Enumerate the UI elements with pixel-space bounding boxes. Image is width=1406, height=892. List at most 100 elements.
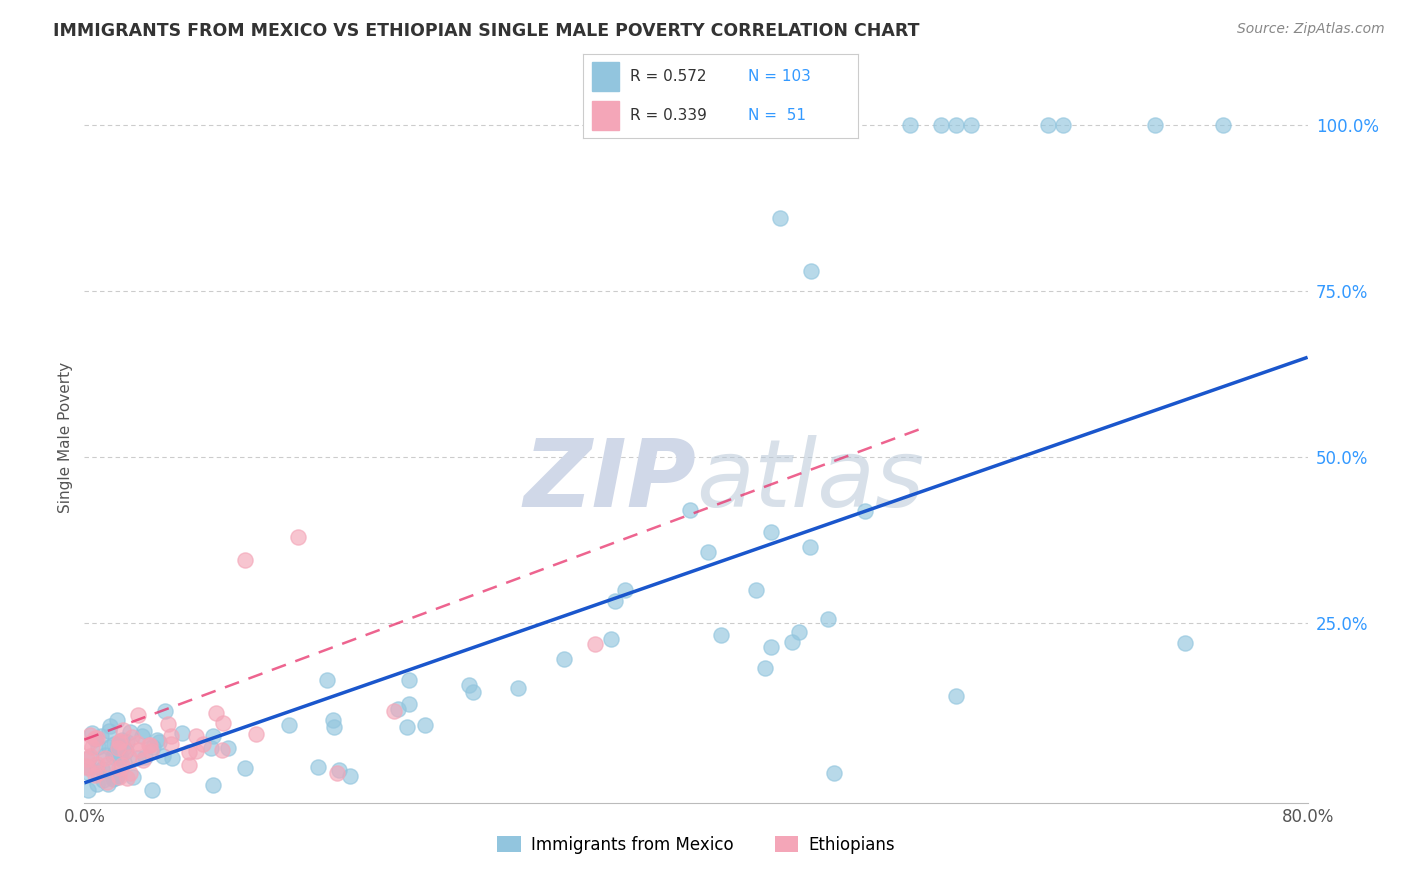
Point <box>76 764 98 779</box>
Point <box>201 729 224 743</box>
Point <box>112 740 135 755</box>
Point <box>853 504 876 518</box>
Point <box>110 732 132 747</box>
Point <box>170 726 193 740</box>
Point <box>101 748 124 763</box>
Point <box>112 723 135 738</box>
Point <box>179 758 201 772</box>
Text: N =  51: N = 51 <box>748 108 806 123</box>
Point <box>212 715 235 730</box>
Point <box>79 748 101 763</box>
Point <box>105 769 128 783</box>
Point <box>87 740 110 755</box>
Point <box>754 660 776 674</box>
Point <box>322 720 344 734</box>
Point <box>679 503 702 517</box>
Point <box>184 744 207 758</box>
Point <box>114 744 136 758</box>
Point <box>108 734 131 748</box>
Point <box>398 673 420 687</box>
Y-axis label: Single Male Poverty: Single Male Poverty <box>58 361 73 513</box>
Point <box>156 716 179 731</box>
Text: R = 0.572: R = 0.572 <box>630 69 707 84</box>
Point <box>159 737 181 751</box>
Point <box>117 749 139 764</box>
Point <box>110 736 132 750</box>
Point <box>395 720 418 734</box>
Point <box>77 760 100 774</box>
Point <box>277 718 299 732</box>
Point <box>90 762 112 776</box>
Text: N = 103: N = 103 <box>748 69 811 84</box>
Point <box>90 730 112 744</box>
Point <box>945 690 967 704</box>
Point <box>201 778 224 792</box>
Point <box>98 723 121 738</box>
Point <box>125 736 148 750</box>
Point <box>75 758 97 772</box>
Point <box>127 708 149 723</box>
Point <box>205 706 228 721</box>
Point <box>160 751 183 765</box>
Point <box>77 761 100 775</box>
Point <box>769 211 792 225</box>
Text: IMMIGRANTS FROM MEXICO VS ETHIOPIAN SINGLE MALE POVERTY CORRELATION CHART: IMMIGRANTS FROM MEXICO VS ETHIOPIAN SING… <box>53 22 920 40</box>
Point <box>325 765 347 780</box>
Point <box>148 735 170 749</box>
Point <box>96 774 118 789</box>
Point <box>132 723 155 738</box>
Point <box>233 761 256 775</box>
Point <box>108 750 131 764</box>
Point <box>945 118 967 132</box>
Point <box>97 757 120 772</box>
Point <box>415 718 437 732</box>
Point <box>98 739 121 754</box>
Point <box>328 763 350 777</box>
Point <box>710 627 733 641</box>
Text: Source: ZipAtlas.com: Source: ZipAtlas.com <box>1237 22 1385 37</box>
Point <box>87 766 110 780</box>
Point <box>603 594 626 608</box>
Point <box>138 738 160 752</box>
Point <box>398 698 420 712</box>
Point <box>101 772 124 787</box>
Point <box>84 732 107 747</box>
Point <box>120 765 142 780</box>
Point <box>200 740 222 755</box>
Point <box>613 582 636 597</box>
Point <box>128 742 150 756</box>
Point <box>131 729 153 743</box>
Point <box>823 765 845 780</box>
Point <box>745 582 768 597</box>
Point <box>118 725 141 739</box>
Point <box>461 685 484 699</box>
Point <box>245 727 267 741</box>
Point <box>86 760 108 774</box>
Point <box>86 731 108 746</box>
Point <box>193 737 215 751</box>
Text: atlas: atlas <box>696 435 924 526</box>
Point <box>79 728 101 742</box>
Point <box>800 264 823 278</box>
Point <box>322 713 344 727</box>
Point <box>287 530 309 544</box>
Point <box>457 678 479 692</box>
Legend: Immigrants from Mexico, Ethiopians: Immigrants from Mexico, Ethiopians <box>491 829 901 860</box>
Point <box>115 771 138 785</box>
Point <box>122 770 145 784</box>
Point <box>759 640 782 655</box>
Point <box>77 782 100 797</box>
Point <box>787 625 810 640</box>
Point <box>97 764 120 779</box>
Point <box>696 545 718 559</box>
Point <box>107 740 129 755</box>
Point <box>159 729 181 743</box>
Point <box>84 731 107 745</box>
Point <box>929 118 952 132</box>
Bar <box>592 101 619 130</box>
Point <box>553 652 575 666</box>
Point <box>115 735 138 749</box>
Point <box>127 750 149 764</box>
Point <box>114 744 136 758</box>
Point <box>108 735 131 749</box>
